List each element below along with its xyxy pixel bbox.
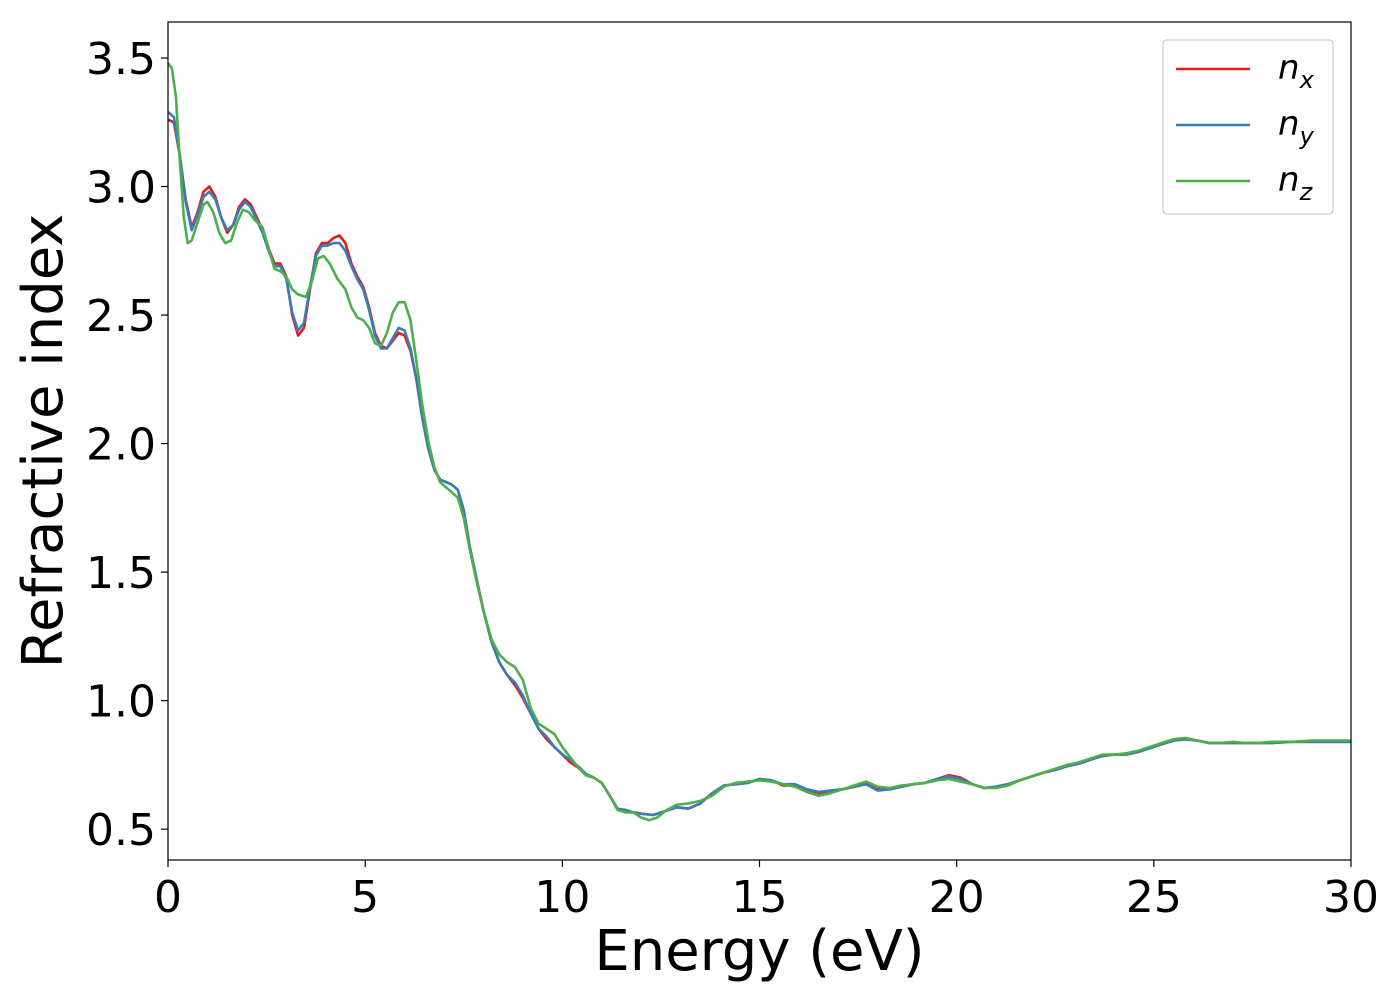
- y-tick-label: 1.5: [86, 548, 156, 599]
- y-tick-label: 2.5: [86, 291, 156, 342]
- y-tick-label: 0.5: [86, 805, 156, 856]
- y-tick-label: 2.0: [86, 420, 156, 471]
- x-tick-label: 5: [351, 872, 379, 923]
- legend-box: [1162, 39, 1334, 215]
- x-tick-label: 30: [1323, 872, 1379, 923]
- y-tick-label: 1.0: [86, 677, 156, 728]
- x-tick-label: 20: [929, 872, 985, 923]
- y-axis-label: Refractive index: [11, 214, 76, 669]
- x-tick-label: 25: [1126, 872, 1182, 923]
- x-tick-label: 0: [154, 872, 182, 923]
- series-line-z: [166, 62, 1351, 822]
- legend-label-x: nx: [1278, 48, 1315, 94]
- x-tick-label: 15: [732, 872, 788, 923]
- legend-label-z: nz: [1278, 160, 1314, 206]
- series-line-y: [167, 111, 1351, 817]
- x-axis-label: Energy (eV): [594, 919, 924, 984]
- series-line-x: [167, 118, 1351, 817]
- y-tick-label: 3.5: [86, 34, 156, 85]
- y-tick-label: 3.0: [86, 163, 156, 214]
- legend-label-y: ny: [1278, 104, 1315, 150]
- legend: nx ny nz: [1162, 39, 1334, 215]
- series-layer: [166, 62, 1351, 822]
- x-tick-label: 10: [534, 872, 590, 923]
- ticks-layer: 0 5 10 15 20 25 30 0.5 1.0 1.5 2.0 2.5 3.0 3.5: [86, 34, 1379, 923]
